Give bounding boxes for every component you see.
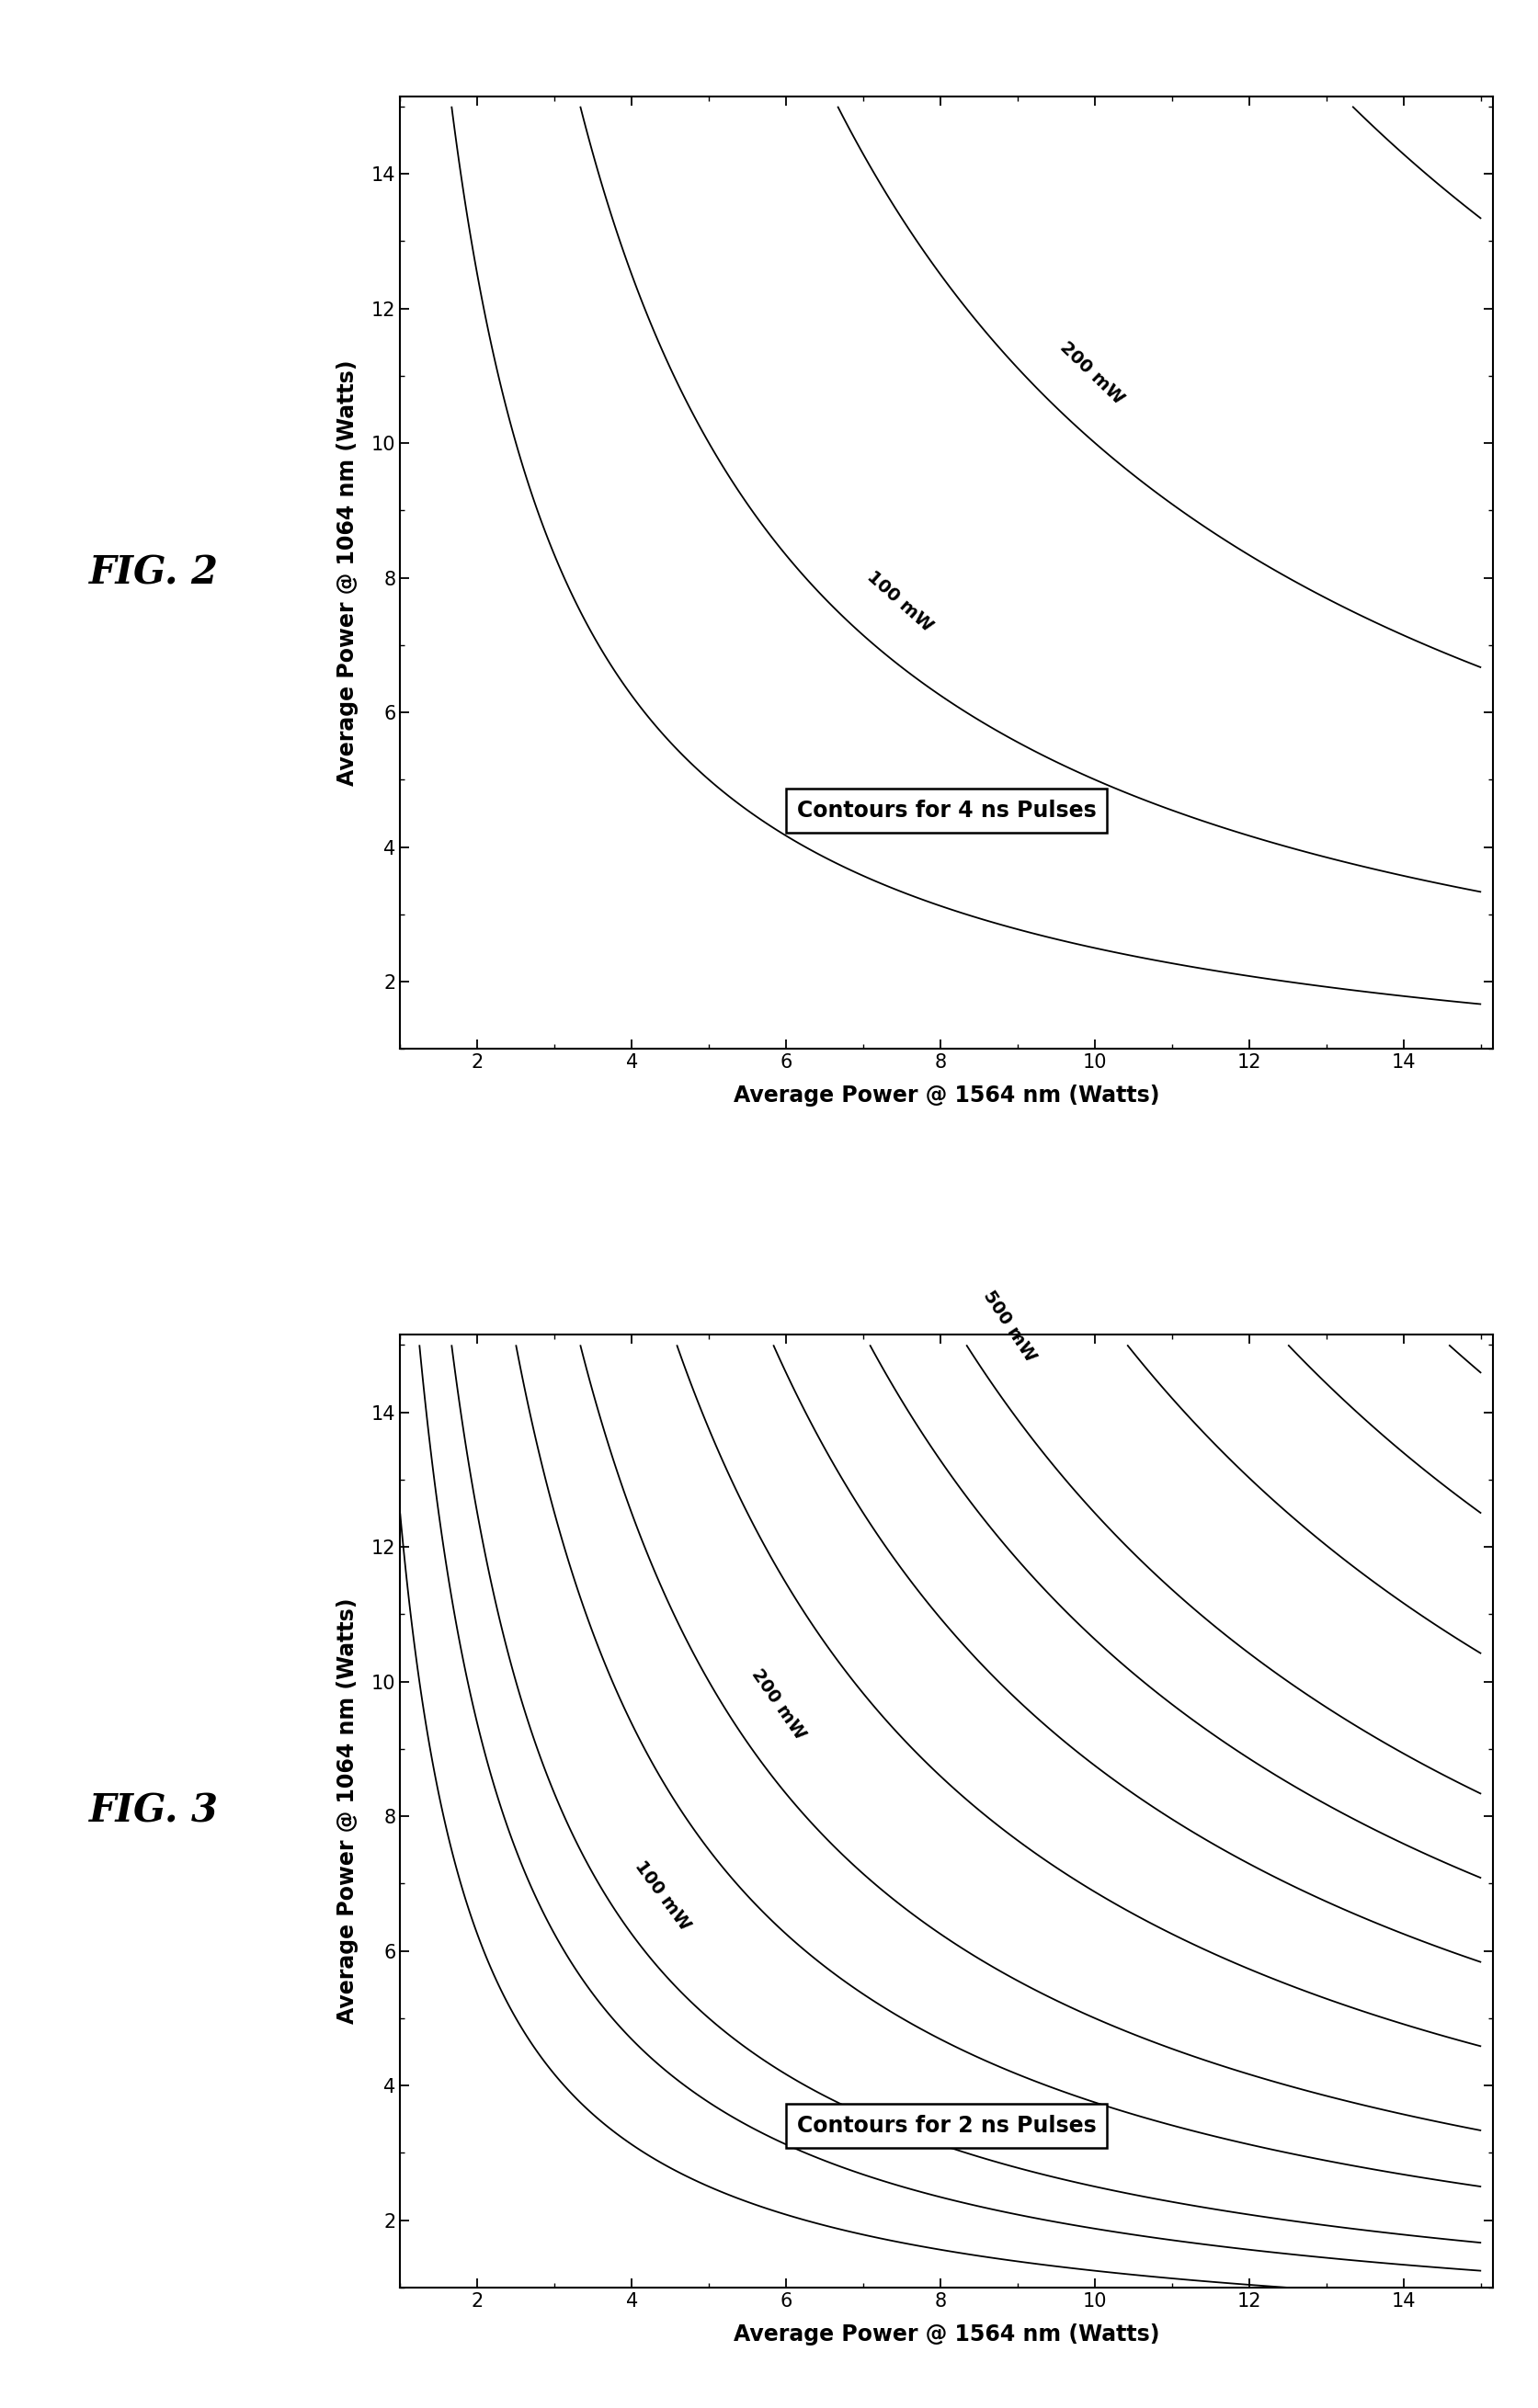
Text: 100 mW: 100 mW <box>632 1859 694 1934</box>
Text: Contours for 4 ns Pulses: Contours for 4 ns Pulses <box>797 799 1095 821</box>
Text: Contours for 2 ns Pulses: Contours for 2 ns Pulses <box>797 2114 1095 2136</box>
X-axis label: Average Power @ 1564 nm (Watts): Average Power @ 1564 nm (Watts) <box>734 2324 1158 2345</box>
Text: FIG. 2: FIG. 2 <box>89 554 218 592</box>
Text: FIG. 3: FIG. 3 <box>89 1792 218 1830</box>
Text: 100 mW: 100 mW <box>863 568 935 636</box>
Text: 500 mW: 500 mW <box>978 1286 1038 1365</box>
X-axis label: Average Power @ 1564 nm (Watts): Average Power @ 1564 nm (Watts) <box>734 1084 1158 1108</box>
Text: 200 mW: 200 mW <box>747 1666 807 1743</box>
Text: 200 mW: 200 mW <box>1057 337 1127 407</box>
Y-axis label: Average Power @ 1064 nm (Watts): Average Power @ 1064 nm (Watts) <box>337 359 358 785</box>
Y-axis label: Average Power @ 1064 nm (Watts): Average Power @ 1064 nm (Watts) <box>337 1599 358 2025</box>
